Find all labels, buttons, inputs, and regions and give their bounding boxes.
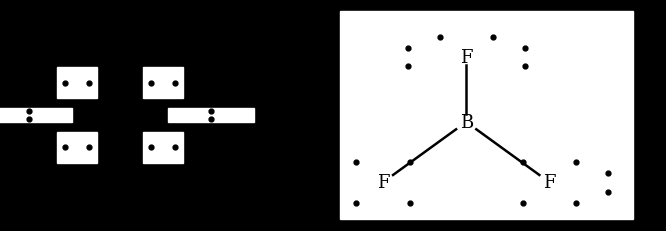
Bar <box>57 68 97 98</box>
Bar <box>143 68 183 98</box>
Bar <box>168 109 254 122</box>
Bar <box>0 109 72 122</box>
Bar <box>57 133 97 163</box>
Text: F: F <box>377 173 389 191</box>
Text: F: F <box>460 49 472 67</box>
Bar <box>340 12 633 219</box>
Text: B: B <box>460 113 473 131</box>
Bar <box>143 133 183 163</box>
Text: F: F <box>543 173 555 191</box>
